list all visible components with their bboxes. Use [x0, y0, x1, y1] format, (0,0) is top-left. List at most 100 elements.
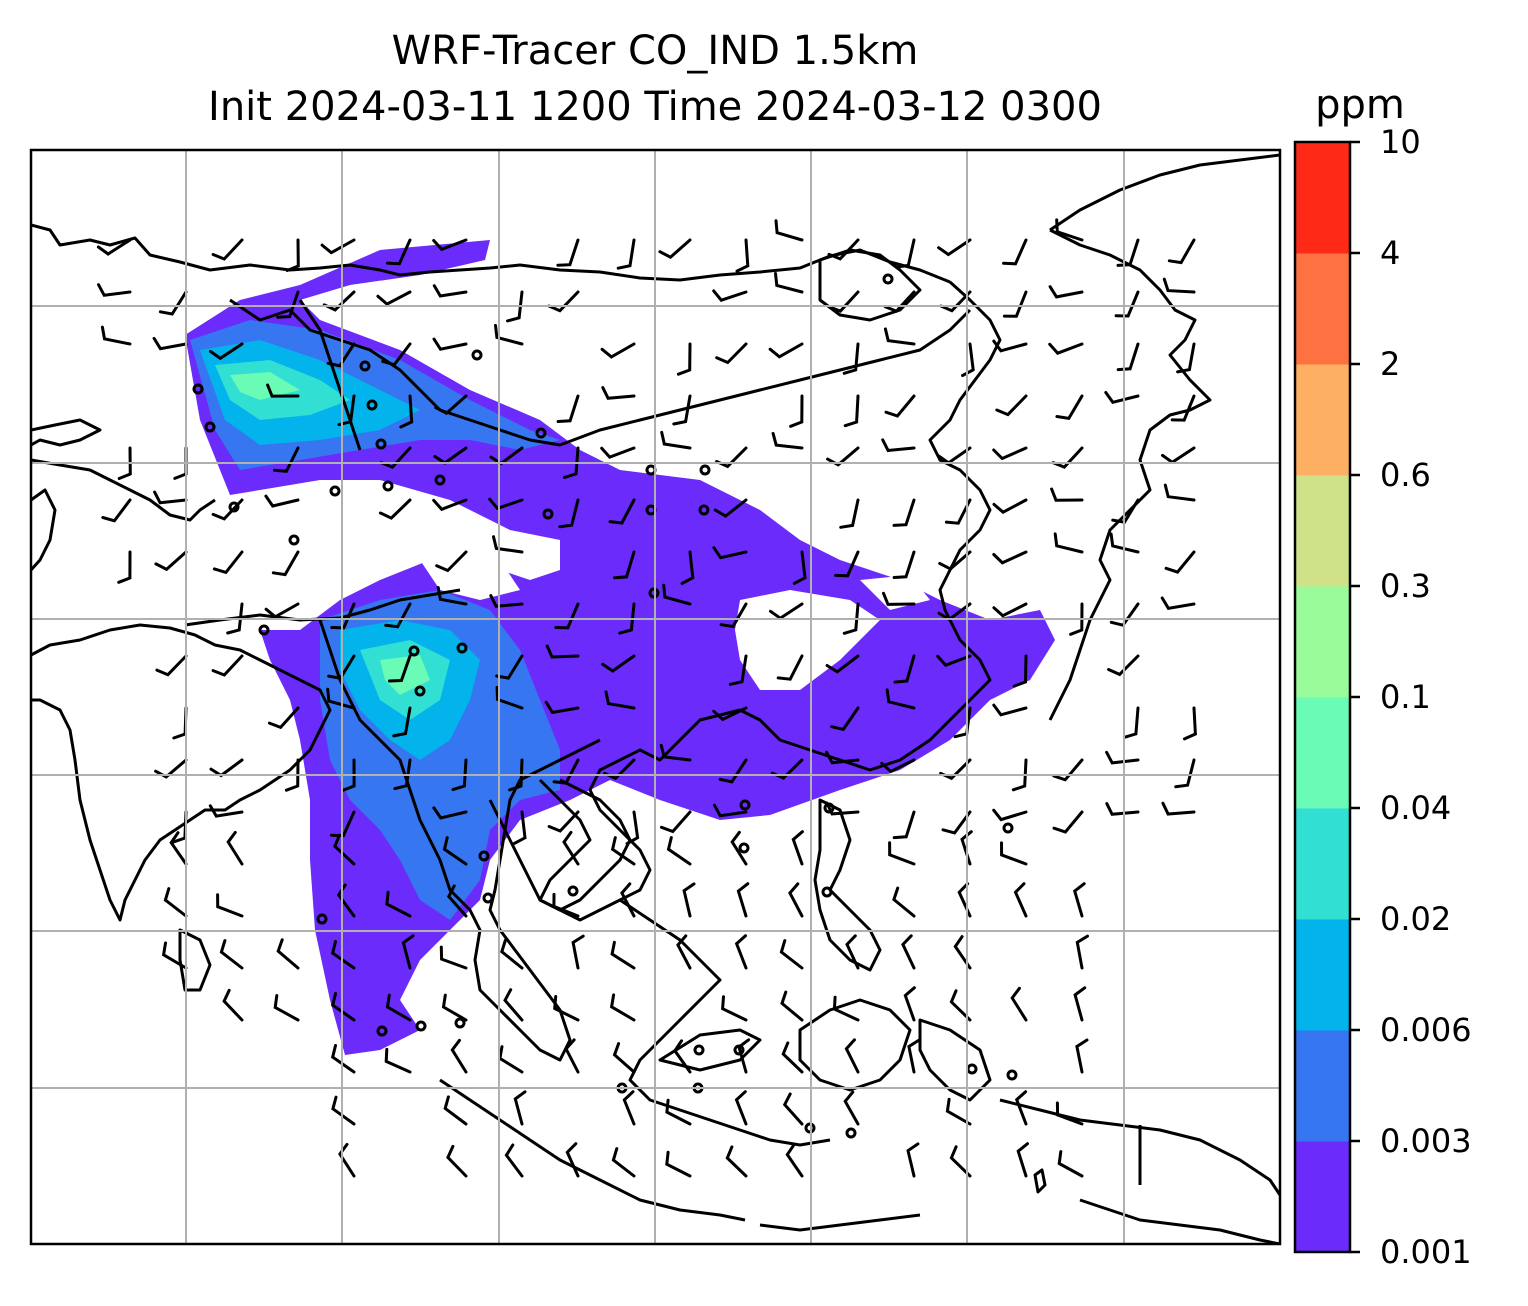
- wind-barb: [117, 550, 132, 584]
- wind-barb: [883, 327, 916, 346]
- wind-barb: [384, 602, 412, 629]
- wind-barb: [880, 758, 916, 774]
- wind-barb: [730, 830, 748, 866]
- wind-barb: [832, 995, 860, 1022]
- wind-barb: [1174, 758, 1196, 789]
- wind-barb: [715, 342, 748, 365]
- wind-barb: [163, 887, 188, 918]
- wind-barb: [712, 706, 748, 722]
- wind-barb: [676, 934, 692, 970]
- wind-barb: [447, 884, 468, 918]
- wind-barb: [508, 758, 524, 792]
- wind-barb: [665, 1150, 692, 1178]
- wind-barb: [446, 1144, 468, 1178]
- calm-wind-marker: [408, 645, 420, 657]
- wind-barb: [721, 995, 748, 1022]
- wind-barb: [1170, 394, 1196, 422]
- wind-barb: [992, 339, 1028, 353]
- wind-barb: [172, 706, 188, 740]
- wind-barb: [660, 810, 692, 834]
- wind-barb: [488, 497, 524, 511]
- wind-barb: [434, 394, 468, 416]
- calm-wind-marker: [733, 1044, 745, 1056]
- wind-barb: [938, 550, 972, 571]
- wind-barb: [618, 602, 636, 635]
- wind-barb: [825, 801, 860, 816]
- wind-barb: [494, 323, 524, 346]
- wind-barb: [992, 550, 1028, 565]
- wind-barb: [1013, 882, 1028, 918]
- gridlines: [31, 150, 1280, 1244]
- wind-barb: [937, 446, 972, 465]
- colorbar-segment: [1295, 586, 1350, 698]
- wind-barb: [885, 688, 916, 710]
- wind-barb: [774, 219, 804, 242]
- wind-barb: [385, 993, 412, 1022]
- wind-barb: [1055, 394, 1084, 421]
- wind-barb: [625, 810, 640, 846]
- wind-barb: [788, 882, 804, 918]
- wind-barb: [1069, 602, 1084, 636]
- clean-air-patch: [860, 575, 930, 610]
- wind-barb: [432, 806, 468, 820]
- colorbar-segment: [1295, 808, 1350, 920]
- wind-barb: [680, 550, 695, 585]
- wind-barb: [843, 394, 860, 428]
- wind-barb: [995, 394, 1028, 417]
- wind-barb: [226, 830, 244, 866]
- calm-wind-marker: [738, 842, 750, 854]
- wind-barb: [564, 1038, 580, 1074]
- wind-barb: [660, 430, 692, 450]
- colorbar-tick-label: 0.3: [1380, 567, 1431, 605]
- colorbar-tick-label: 0.1: [1380, 678, 1431, 716]
- wind-barb: [894, 238, 916, 269]
- wind-barb: [331, 1044, 356, 1074]
- wind-barb: [604, 690, 636, 710]
- wind-barb: [844, 1038, 860, 1074]
- wind-barb: [1114, 290, 1140, 318]
- wind-barb: [441, 993, 468, 1022]
- clean-air-patch: [420, 540, 520, 600]
- colorbar-tick-label: 0.003: [1380, 1122, 1472, 1160]
- wind-barb: [226, 602, 244, 635]
- wind-barb: [1162, 277, 1196, 294]
- wind-barb: [827, 238, 860, 261]
- calm-wind-marker: [366, 399, 378, 411]
- wind-barb: [222, 988, 244, 1022]
- colorbar-tick-label: 0.006: [1380, 1011, 1472, 1049]
- wind-barb: [1176, 342, 1196, 374]
- wind-barb: [1010, 986, 1028, 1022]
- wind-barb: [552, 892, 580, 918]
- wind-barb: [553, 995, 580, 1022]
- wind-barb: [600, 446, 636, 459]
- wind-barb: [1111, 498, 1140, 524]
- colorbar-segment: [1295, 697, 1350, 809]
- wind-barb: [1161, 446, 1196, 465]
- wind-barb: [547, 810, 580, 833]
- wind-barb: [500, 938, 524, 970]
- wind-barb: [1167, 238, 1196, 265]
- wind-barb: [610, 836, 636, 866]
- wind-barb: [158, 290, 188, 316]
- wind-barb: [273, 994, 300, 1022]
- calm-wind-marker: [258, 624, 270, 636]
- wind-barb: [1073, 986, 1087, 1022]
- wind-barb: [842, 342, 860, 375]
- map-title-line1: WRF-Tracer CO_IND 1.5km: [391, 28, 919, 74]
- wind-barb: [601, 654, 636, 673]
- tracer-concentration-field: [185, 240, 1055, 1055]
- calm-wind-marker: [414, 685, 426, 697]
- wind-barb: [826, 446, 860, 467]
- wind-barb: [558, 498, 580, 529]
- wind-barb: [563, 446, 580, 479]
- wind-barb: [608, 498, 636, 525]
- wind-barb: [1163, 483, 1196, 502]
- wind-barb: [892, 498, 916, 527]
- wind-barb: [612, 1042, 636, 1074]
- wind-barb: [682, 882, 696, 918]
- calm-wind-marker: [316, 913, 328, 925]
- wind-barb: [1051, 446, 1084, 469]
- calm-wind-marker: [456, 642, 468, 654]
- calm-wind-marker: [1006, 1069, 1018, 1081]
- colorbar-unit-label: ppm: [1315, 82, 1405, 128]
